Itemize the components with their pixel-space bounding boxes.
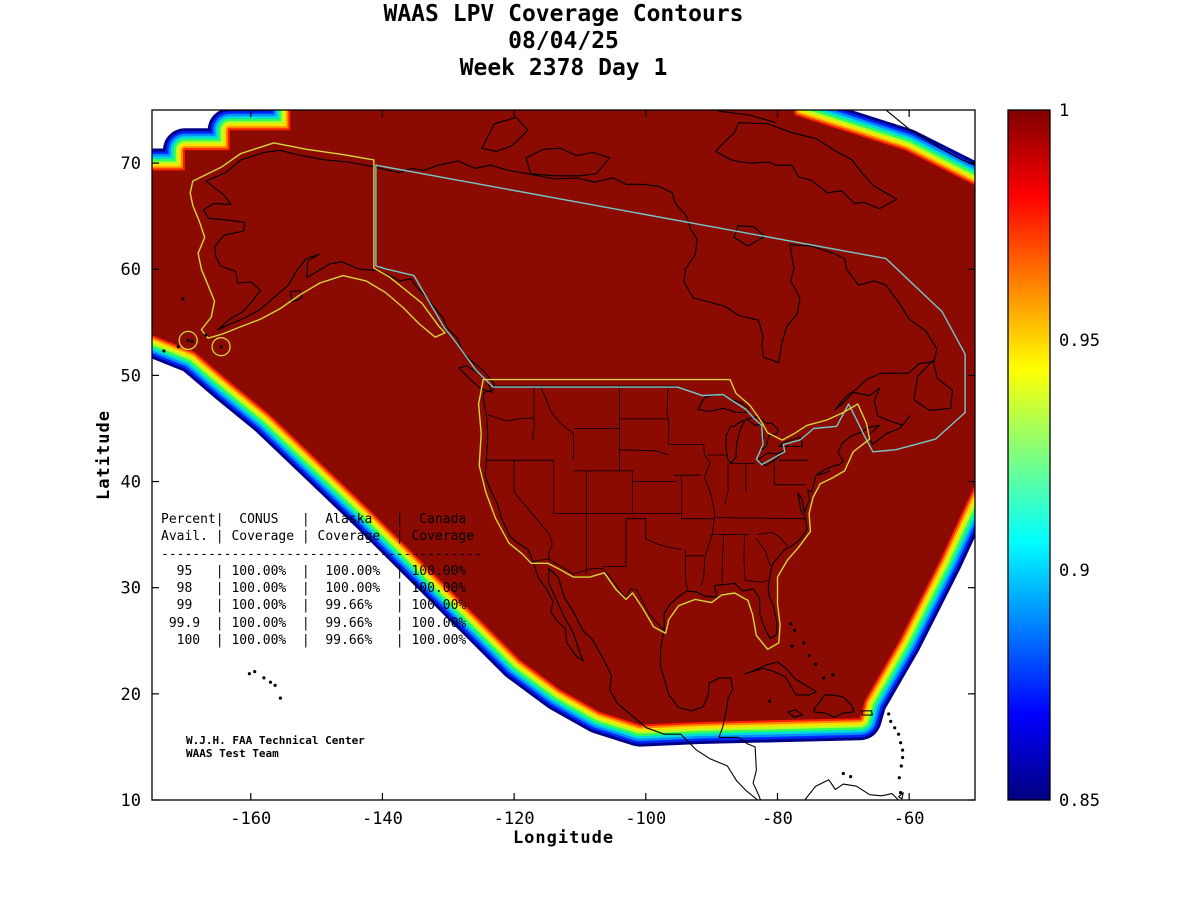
x-axis-label: Longitude bbox=[512, 828, 615, 848]
attribution-line-2: WAAS Test Team bbox=[186, 747, 279, 760]
colorbar-labels: 1 0.95 0.9 0.85 bbox=[1059, 101, 1100, 811]
svg-text:30: 30 bbox=[121, 579, 141, 599]
svg-text:0.85: 0.85 bbox=[1059, 791, 1100, 811]
svg-text:40: 40 bbox=[121, 473, 141, 493]
attribution-line-1: W.J.H. FAA Technical Center bbox=[186, 734, 365, 747]
axes-box bbox=[151, 109, 976, 801]
y-axis-label: Latitude bbox=[94, 410, 114, 500]
axis-ticks bbox=[152, 110, 975, 801]
title-line-3: Week 2378 Day 1 bbox=[459, 55, 668, 81]
svg-text:10: 10 bbox=[121, 791, 141, 811]
tick-labels: -160 -140 -120 -100 -80 -60 10 20 30 40 50 60 70 bbox=[121, 154, 925, 829]
map-area bbox=[152, 110, 975, 800]
svg-text:-80: -80 bbox=[762, 809, 793, 829]
coastline bbox=[202, 110, 975, 800]
islands bbox=[289, 116, 954, 800]
svg-text:50: 50 bbox=[121, 366, 141, 386]
svg-text:70: 70 bbox=[121, 154, 141, 174]
attribution: W.J.H. FAA Technical Center WAAS Test Te… bbox=[186, 734, 365, 760]
chart-title: WAAS LPV Coverage Contours 08/04/25 Week… bbox=[152, 1, 975, 82]
title-line-1: WAAS LPV Coverage Contours bbox=[383, 1, 744, 27]
small-islands bbox=[162, 297, 905, 795]
colorbar bbox=[1007, 109, 1051, 801]
svg-text:-160: -160 bbox=[230, 809, 271, 829]
svg-text:60: 60 bbox=[121, 260, 141, 280]
svg-text:-120: -120 bbox=[494, 809, 535, 829]
svg-text:20: 20 bbox=[121, 685, 141, 705]
canada-service-boundary bbox=[375, 164, 966, 466]
availability-table: Percent| CONUS | Alaska | Canada Avail. … bbox=[161, 512, 482, 649]
state-borders bbox=[486, 385, 809, 632]
service-volume-boundary bbox=[189, 142, 871, 650]
service-rings bbox=[178, 330, 231, 357]
svg-text:1: 1 bbox=[1059, 101, 1069, 121]
svg-text:0.95: 0.95 bbox=[1059, 331, 1100, 351]
svg-text:0.9: 0.9 bbox=[1059, 561, 1090, 581]
coverage-region bbox=[152, 110, 975, 725]
title-line-2: 08/04/25 bbox=[508, 28, 619, 54]
svg-text:-100: -100 bbox=[625, 809, 666, 829]
svg-text:-140: -140 bbox=[362, 809, 403, 829]
svg-text:-60: -60 bbox=[894, 809, 925, 829]
